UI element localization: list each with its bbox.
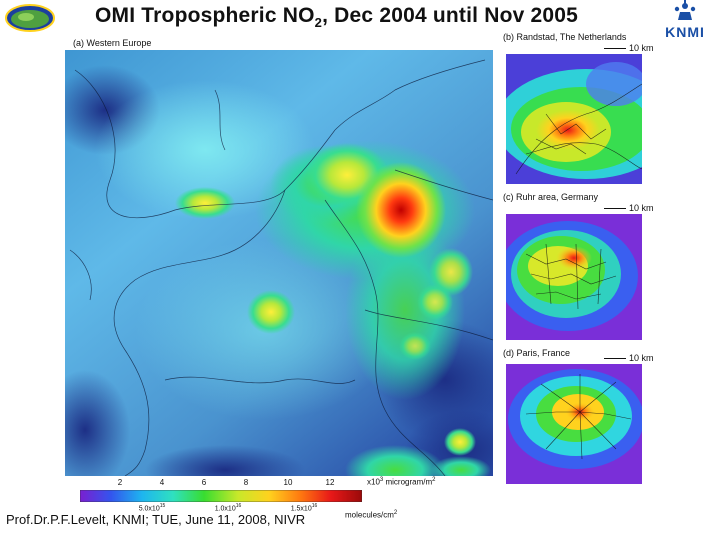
colorbar-tick: 2: [117, 478, 123, 487]
panel-b-scale: 10 km: [604, 43, 654, 53]
colorbar-gradient: [80, 490, 362, 502]
panel-d-scale: 10 km: [604, 353, 654, 363]
colorbar-bottom-tick: 5.0x1015: [138, 503, 166, 513]
page-title: OMI Tropospheric NO2, Dec 2004 until Nov…: [95, 4, 579, 31]
randstad-no2-map: [506, 54, 642, 184]
colorbar-tick: 12: [325, 478, 335, 487]
panel-b-label: (b) Randstad, The Netherlands: [503, 32, 627, 42]
western-europe-no2-map: [65, 50, 493, 476]
colorbar-tick: 10: [283, 478, 293, 487]
colorbar-bottom-tick: 1.5x1016: [290, 503, 318, 513]
panel-c-scale: 10 km: [604, 203, 654, 213]
colorbar-top-ticks: 2 4 6 8 10 12: [80, 478, 362, 490]
colorbar-bottom-unit: molecules/cm2: [345, 510, 398, 520]
paris-no2-map: [506, 364, 642, 484]
knmi-logo: KNMI: [660, 0, 710, 40]
panel-d-label: (d) Paris, France: [503, 348, 571, 358]
footer-credit: Prof.Dr.P.F.Levelt, KNMI; TUE, June 11, …: [6, 512, 306, 527]
colorbar-tick: 8: [243, 478, 249, 487]
panel-a-label: (a) Western Europe: [73, 38, 152, 48]
satellite-globe-logo: [5, 4, 55, 32]
ruhr-no2-map: [506, 214, 642, 340]
colorbar-top-unit: x103 microgram/m2: [367, 477, 436, 487]
colorbar-bottom-tick: 1.0x1016: [214, 503, 242, 513]
colorbar-tick: 6: [201, 478, 207, 487]
colorbar-tick: 4: [159, 478, 165, 487]
colorbar-bottom-ticks: 5.0x1015 1.0x1016 1.5x1016: [80, 503, 362, 513]
panel-c-label: (c) Ruhr area, Germany: [503, 192, 599, 202]
colorbar: [80, 490, 440, 502]
